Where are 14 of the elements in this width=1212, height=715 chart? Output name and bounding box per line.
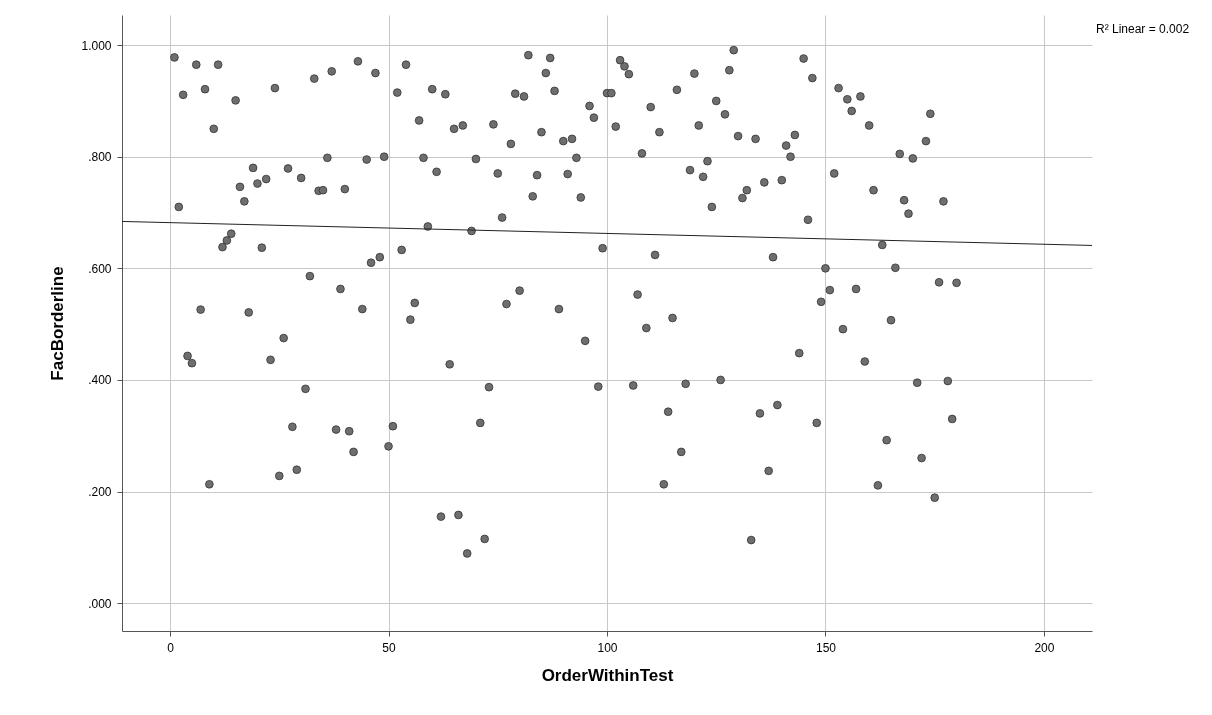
x-axis-title: OrderWithinTest (541, 665, 674, 685)
y-tick-label: .600 (88, 261, 112, 276)
y-tick-label: .400 (88, 373, 112, 388)
x-tick-label: 50 (382, 640, 397, 655)
x-tick-label: 100 (597, 640, 618, 655)
y-tick-label: .200 (88, 485, 112, 500)
x-tick-label: 0 (167, 640, 175, 655)
text: R² Linear = 0.002 (1096, 22, 1190, 36)
x-tick-label: 150 (815, 640, 837, 655)
y-tick-label: 1.000 (81, 38, 112, 53)
y-axis-title: FacBorderline (48, 266, 68, 381)
y-tick-label: .000 (88, 596, 112, 611)
x-tick-label: 200 (1034, 640, 1055, 655)
y-tick-label: .800 (88, 150, 112, 165)
